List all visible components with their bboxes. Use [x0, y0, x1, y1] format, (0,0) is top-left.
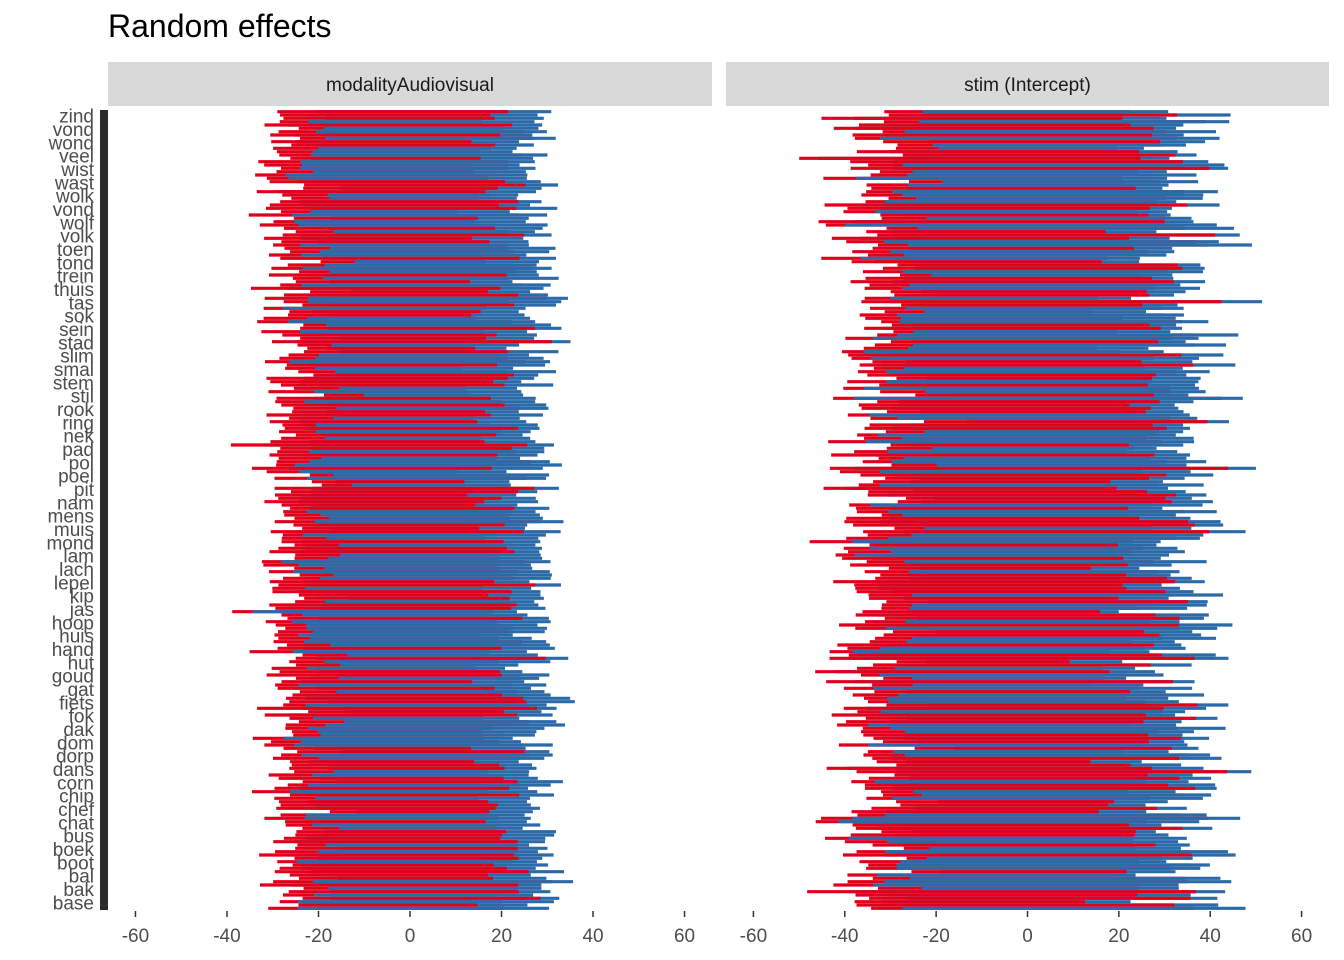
x-tick-label: -40 — [831, 926, 858, 947]
x-tick-label: 20 — [1108, 926, 1129, 947]
x-tick-label: -40 — [213, 926, 240, 947]
bar-group — [231, 112, 575, 909]
y-axis-ticks — [100, 110, 108, 910]
x-tick-label: -60 — [740, 926, 767, 947]
chart-canvas: zindvondwondveelwistwastwolkvondwolfvolk… — [0, 0, 1344, 960]
x-tick-label: -20 — [922, 926, 949, 947]
x-tick-label: 60 — [1291, 926, 1312, 947]
y-axis — [100, 110, 108, 910]
facet-strip-label: stim (Intercept) — [964, 75, 1091, 96]
x-tick-label: 60 — [674, 926, 695, 947]
x-tick-label: -60 — [122, 926, 149, 947]
x-tick-label: 0 — [405, 926, 416, 947]
x-tick-label: 20 — [491, 926, 512, 947]
x-tick-label: -20 — [305, 926, 332, 947]
x-tick-label: 40 — [582, 926, 603, 947]
x-tick-label: 40 — [1200, 926, 1221, 947]
facet-panel-stim-intercept: stim (Intercept) -60 -40 -20 0 20 40 60 — [726, 62, 1329, 947]
facet-panel-modality: modalityAudiovisual -60 -40 -20 0 20 40 60 — [108, 62, 712, 947]
y-tick-label: base — [53, 893, 94, 914]
bar-group — [799, 112, 1262, 909]
x-axis: -60 -40 -20 0 20 40 60 — [740, 911, 1312, 947]
y-axis-labels: zindvondwondveelwistwastwolkvondwolfvolk… — [46, 107, 94, 915]
facet-strip-label: modalityAudiovisual — [326, 75, 494, 96]
x-tick-label: 0 — [1022, 926, 1033, 947]
x-axis: -60 -40 -20 0 20 40 60 — [122, 911, 695, 947]
